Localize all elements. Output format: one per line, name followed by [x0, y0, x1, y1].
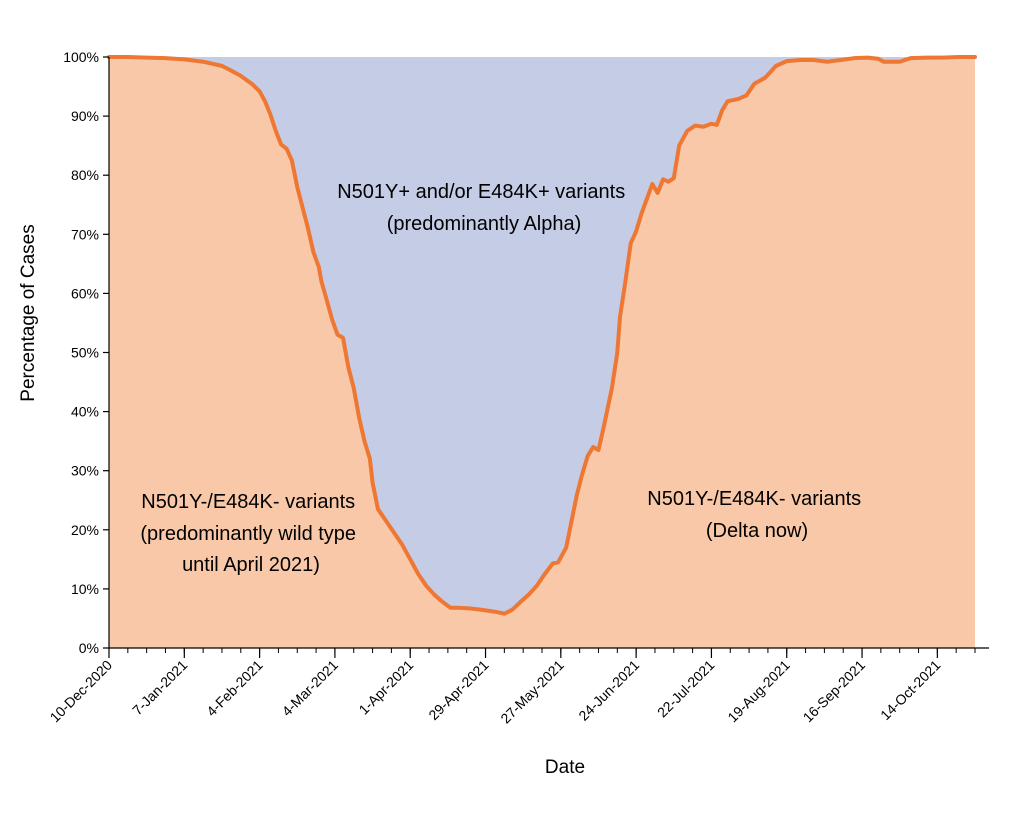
x-tick-label: 14-Oct-2021: [877, 657, 943, 723]
y-axis-title: Percentage of Cases: [18, 224, 39, 401]
area-wild-type: [109, 57, 975, 648]
y-tick-label: 90%: [71, 108, 99, 124]
x-tick-label: 4-Feb-2021: [203, 657, 266, 720]
annotation-alpha-line-1: N501Y+ and/or E484K+ variants: [337, 181, 625, 203]
x-tick-label: 24-Jun-2021: [575, 657, 642, 724]
x-tick-label: 4-Mar-2021: [279, 657, 342, 720]
x-axis-title: Date: [545, 757, 585, 778]
y-tick-label: 60%: [71, 285, 99, 301]
annotation-wild-type-line-2: (predominantly wild type: [140, 523, 356, 545]
x-tick-label: 7-Jan-2021: [129, 657, 191, 719]
x-tick-label: 10-Dec-2020: [47, 657, 116, 726]
annotation-delta-line-1: N501Y-/E484K- variants: [647, 488, 861, 510]
y-axis: 0% 10% 20% 30% 40% 50% 60% 70% 80% 90% 100%: [63, 49, 110, 656]
y-tick-label: 10%: [71, 581, 99, 597]
x-tick-label: 29-Apr-2021: [425, 657, 491, 723]
annotation-delta: N501Y-/E484K- variants (Delta now): [647, 488, 866, 542]
x-tick-label: 1-Apr-2021: [355, 657, 416, 718]
annotation-alpha-line-2: (predominantly Alpha): [387, 213, 582, 235]
y-tick-label: 30%: [71, 463, 99, 479]
y-tick-label: 20%: [71, 522, 99, 538]
y-tick-label: 0%: [79, 640, 99, 656]
annotation-wild-type: N501Y-/E484K- variants (predominantly wi…: [140, 491, 361, 576]
annotation-wild-type-line-1: N501Y-/E484K- variants: [141, 491, 355, 513]
x-axis: 10-Dec-2020 7-Jan-2021 4-Feb-2021 4-Mar-202…: [47, 647, 989, 727]
x-tick-label: 16-Sep-2021: [800, 657, 869, 726]
x-tick-label: 19-Aug-2021: [724, 657, 793, 726]
y-tick-label: 100%: [63, 49, 99, 65]
y-tick-label: 50%: [71, 345, 99, 361]
y-tick-label: 80%: [71, 167, 99, 183]
x-tick-label: 27-May-2021: [497, 657, 567, 727]
x-tick-label: 22-Jul-2021: [654, 657, 718, 721]
y-tick-label: 40%: [71, 404, 99, 420]
series-line: [107, 55, 977, 616]
annotation-delta-line-2: (Delta now): [706, 520, 808, 542]
y-tick-label: 70%: [71, 226, 99, 242]
annotation-wild-type-line-3: until April 2021): [182, 554, 320, 576]
annotation-alpha: N501Y+ and/or E484K+ variants (predomina…: [337, 181, 631, 235]
